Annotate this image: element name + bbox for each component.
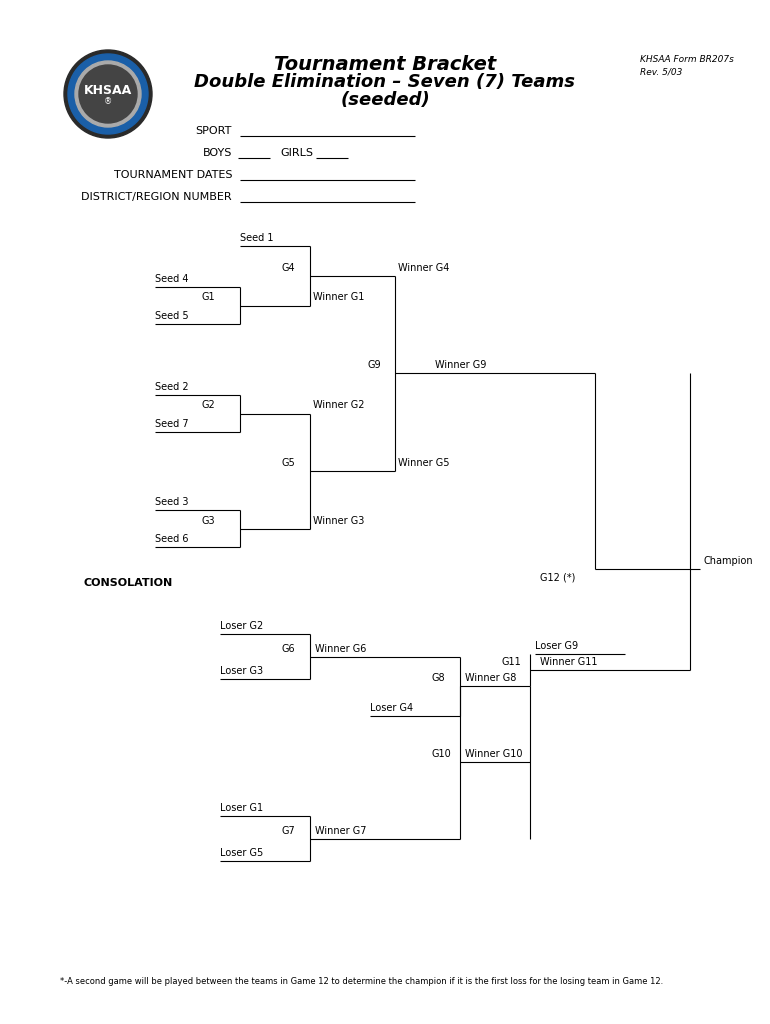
Text: Winner G4: Winner G4 [398,263,450,272]
Text: Seed 2: Seed 2 [155,382,189,392]
Text: Loser G4: Loser G4 [370,703,413,713]
Text: G8: G8 [432,673,446,683]
Text: Double Elimination – Seven (7) Teams: Double Elimination – Seven (7) Teams [195,73,575,91]
Circle shape [68,54,148,134]
Text: KHSAA Form BR207s: KHSAA Form BR207s [640,54,734,63]
Text: G1: G1 [202,293,216,302]
Text: Loser G9: Loser G9 [535,641,578,651]
Text: G10: G10 [432,750,452,760]
Text: Seed 4: Seed 4 [155,274,189,284]
Circle shape [75,61,141,127]
Text: Loser G2: Loser G2 [220,621,263,631]
Text: Loser G5: Loser G5 [220,848,263,858]
Text: Winner G8: Winner G8 [465,673,517,683]
Text: Winner G5: Winner G5 [398,458,450,468]
Text: G6: G6 [282,643,296,653]
Text: Tournament Bracket: Tournament Bracket [274,54,496,74]
Text: G9: G9 [367,360,380,371]
Text: G12 (*): G12 (*) [540,573,575,583]
Text: G2: G2 [202,400,216,411]
Text: (seeded): (seeded) [340,91,430,109]
Circle shape [64,50,152,138]
Text: ®: ® [104,97,112,106]
Text: Seed 6: Seed 6 [155,534,189,544]
Text: CONSOLATION: CONSOLATION [83,578,172,588]
Text: Champion: Champion [703,556,752,566]
Text: Winner G6: Winner G6 [315,643,367,653]
Text: G4: G4 [282,263,296,272]
Text: TOURNAMENT DATES: TOURNAMENT DATES [113,170,232,180]
Text: Loser G3: Loser G3 [220,666,263,676]
Text: Seed 1: Seed 1 [240,233,273,243]
Circle shape [79,65,137,123]
Text: Seed 7: Seed 7 [155,419,189,429]
Text: G11: G11 [502,657,522,667]
Text: G5: G5 [282,458,296,468]
Text: Rev. 5/03: Rev. 5/03 [640,68,682,77]
Text: GIRLS: GIRLS [280,148,313,158]
Text: SPORT: SPORT [196,126,232,136]
Text: KHSAA: KHSAA [84,84,132,96]
Text: Winner G1: Winner G1 [313,293,364,302]
Text: Seed 3: Seed 3 [155,497,189,507]
Text: Winner G2: Winner G2 [313,400,364,411]
Text: Seed 5: Seed 5 [155,311,189,321]
Text: Winner G11: Winner G11 [540,657,598,667]
Text: G3: G3 [202,515,216,525]
Text: BOYS: BOYS [203,148,232,158]
Text: DISTRICT/REGION NUMBER: DISTRICT/REGION NUMBER [82,193,232,202]
Text: Winner G7: Winner G7 [315,825,367,836]
Text: *-A second game will be played between the teams in Game 12 to determine the cha: *-A second game will be played between t… [60,978,663,986]
Text: Winner G9: Winner G9 [435,360,487,371]
Text: Winner G3: Winner G3 [313,515,364,525]
Text: Winner G10: Winner G10 [465,750,523,760]
Text: Loser G1: Loser G1 [220,803,263,813]
Text: G7: G7 [282,825,296,836]
